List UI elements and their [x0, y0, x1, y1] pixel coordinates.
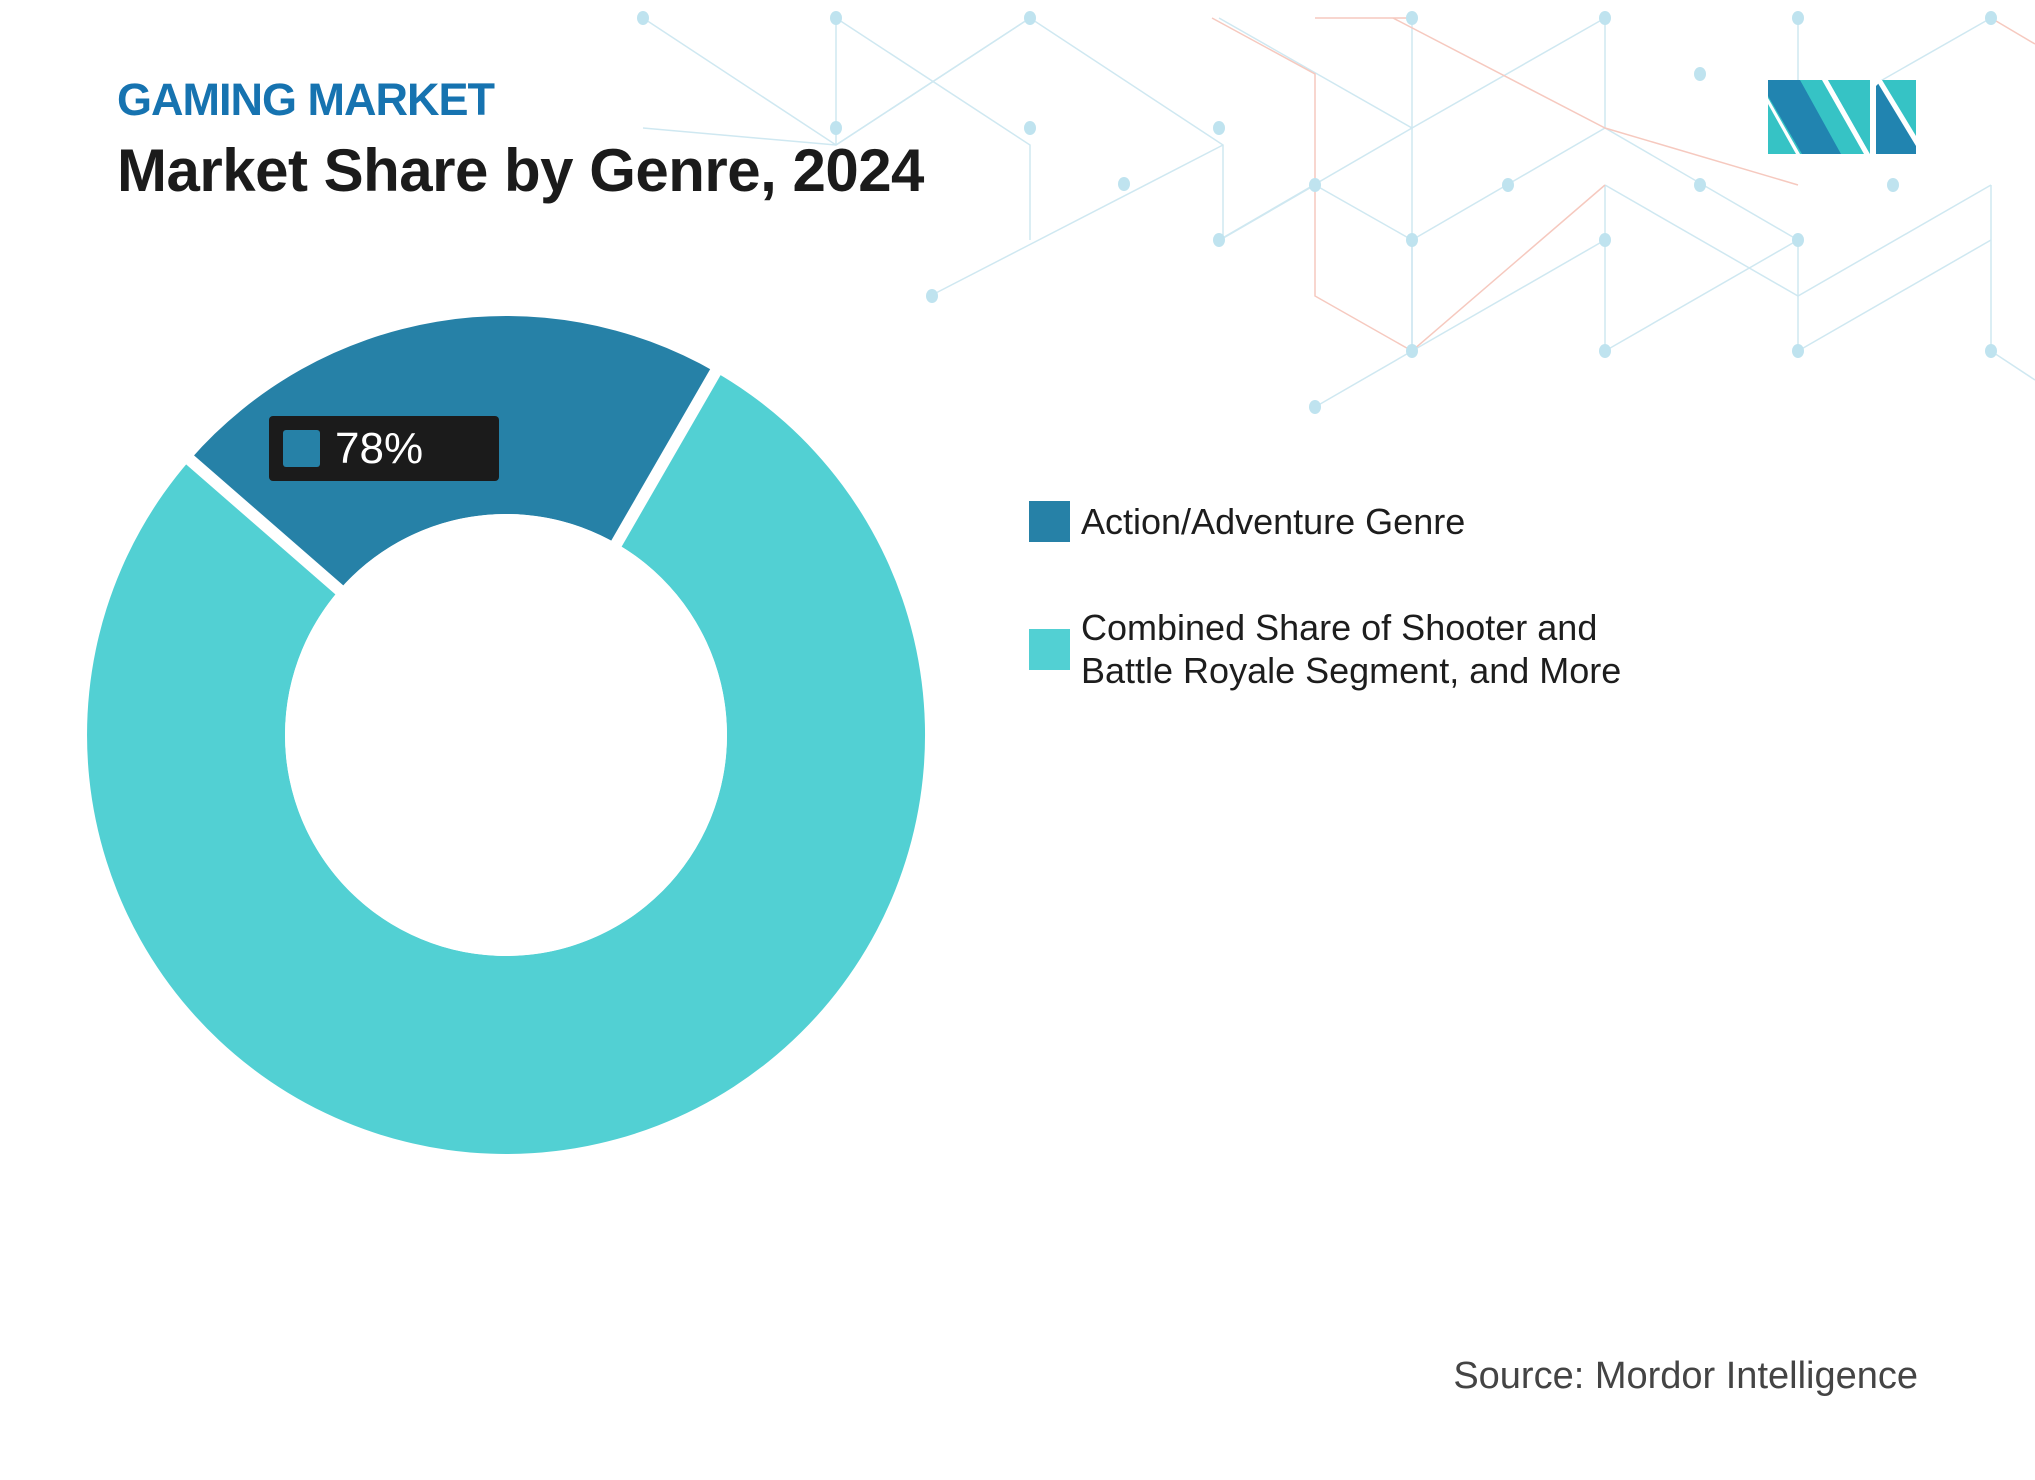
legend-label-line2: Battle Royale Segment, and More — [1081, 650, 1622, 691]
legend-label: Combined Share of Shooter and Battle Roy… — [1081, 606, 1621, 692]
chart-subtitle: GAMING MARKET — [117, 74, 495, 125]
legend-item-action-adventure[interactable]: Action/Adventure Genre — [1029, 500, 1465, 543]
mordor-intelligence-logo-icon — [1768, 80, 1916, 154]
legend-label-line1: Combined Share of Shooter and — [1081, 607, 1598, 648]
legend-label: Action/Adventure Genre — [1081, 501, 1466, 542]
legend-item-shooter-battle-royale[interactable]: Combined Share of Shooter and Battle Roy… — [1029, 606, 1621, 692]
chart-title: Market Share by Genre, 2024 — [117, 137, 924, 204]
source-credit: Source: Mordor Intelligence — [1453, 1355, 1918, 1397]
donut-segment-shooter-battle-royale[interactable] — [87, 372, 926, 1154]
legend-swatch — [1029, 628, 1070, 670]
value-tooltip: 78% — [269, 416, 499, 481]
tooltip-value: 78% — [335, 423, 424, 473]
donut-chart — [87, 315, 926, 1154]
legend-swatch — [1029, 501, 1070, 542]
tooltip-swatch — [283, 430, 320, 467]
